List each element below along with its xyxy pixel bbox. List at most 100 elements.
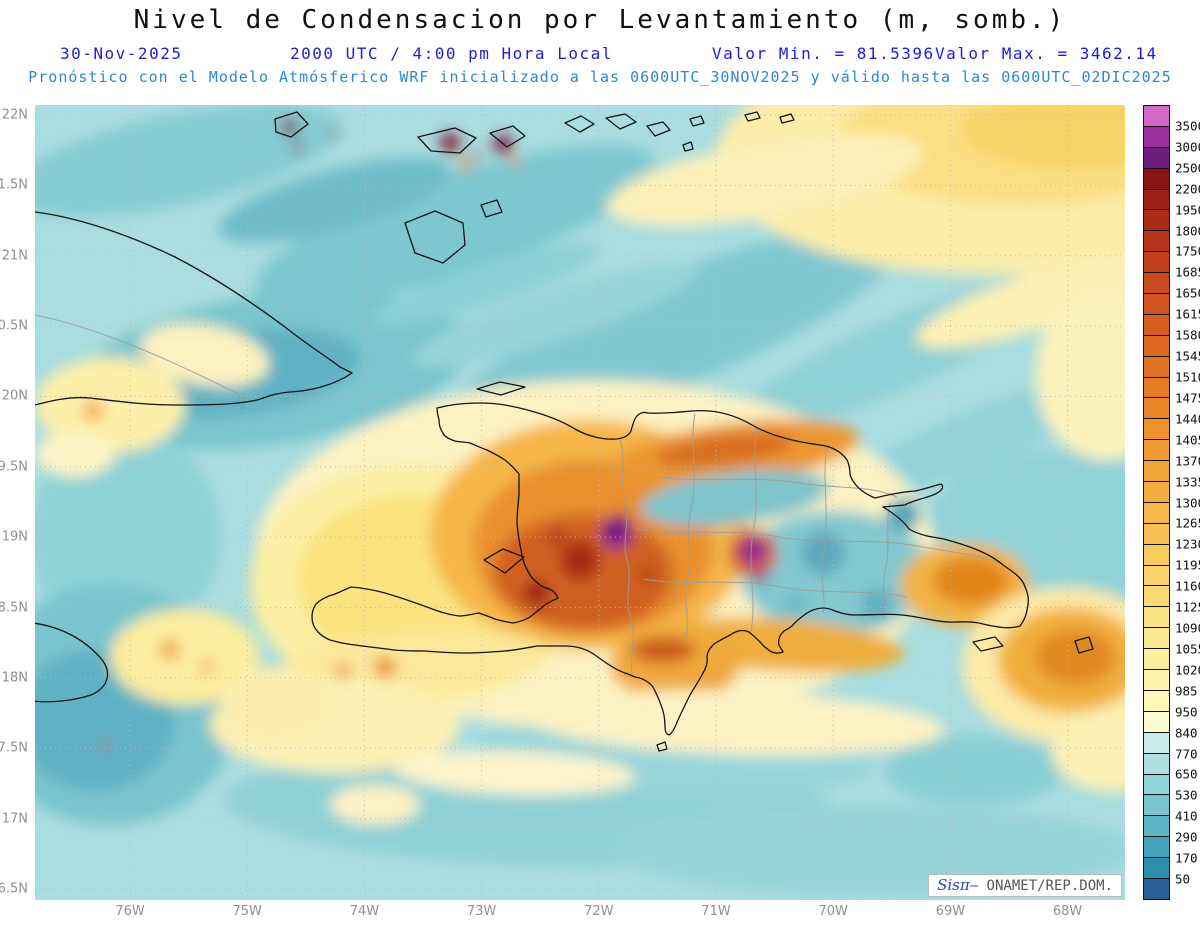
colorbar-level-label: 1440 <box>1175 411 1200 427</box>
header-line-1: 30-Nov-2025 2000 UTC / 4:00 pm Hora Loca… <box>0 44 1200 64</box>
colorbar-cell <box>1144 147 1169 169</box>
colorbar-level-label: 2500 <box>1175 160 1200 176</box>
min-value-label: Valor Min. = 81.5396 <box>712 44 935 63</box>
colorbar-level-label: 1950 <box>1175 202 1200 218</box>
colorbar-cell <box>1144 502 1169 524</box>
colorbar-cell <box>1144 628 1169 650</box>
lat-tick-label: 18N <box>1 670 28 686</box>
contour-map-svg <box>35 105 1125 900</box>
colorbar-level-label: 1300 <box>1175 495 1200 510</box>
colorbar-level-label: 1125 <box>1175 599 1200 615</box>
lon-tick-label: 73W <box>466 904 497 919</box>
colorbar-cell <box>1144 858 1169 879</box>
contour-field <box>35 105 1125 895</box>
colorbar-cell <box>1144 273 1169 295</box>
colorbar-cell <box>1144 168 1169 190</box>
colorbar <box>1143 105 1170 900</box>
longitude-axis: 76W 75W 74W 73W 72W 71W 70W 69W 68W <box>35 904 1125 922</box>
colorbar-cell <box>1144 210 1169 232</box>
colorbar-cell <box>1144 126 1169 148</box>
colorbar-level-label: 1580 <box>1175 327 1200 343</box>
coastlines <box>35 111 1094 752</box>
lon-tick-label: 74W <box>349 904 380 919</box>
colorbar-level-label: 1750 <box>1175 243 1200 259</box>
colorbar-cell <box>1144 565 1169 587</box>
colorbar-cell <box>1144 586 1169 608</box>
colorbar-cell <box>1144 335 1169 357</box>
lat-tick-label: 22N <box>1 107 28 123</box>
colorbar-cell <box>1144 252 1169 274</box>
colorbar-cell <box>1144 231 1169 253</box>
colorbar-level-label: 1160 <box>1175 578 1200 594</box>
colorbar-level-label: 50 <box>1175 871 1191 887</box>
lon-tick-label: 72W <box>584 904 614 919</box>
lon-tick-label: 68W <box>1052 904 1083 919</box>
max-value-label: Valor Max. = 3462.14 <box>935 44 1158 63</box>
colorbar-level-label: 1370 <box>1175 453 1200 469</box>
colorbar-cell <box>1144 377 1169 399</box>
colorbar-level-label: 1545 <box>1175 348 1200 364</box>
colorbar-level-label: 1685 <box>1175 264 1200 280</box>
page-title: Nivel de Condensacion por Levantamiento … <box>133 5 1067 35</box>
date-label: 30-Nov-2025 <box>60 44 183 63</box>
colorbar-level-label: 1265 <box>1175 515 1200 531</box>
lat-tick-label: 0.5N <box>0 318 28 334</box>
colorbar-level-label: 985 <box>1175 683 1198 699</box>
colorbar-cell <box>1144 294 1169 315</box>
lon-tick-label: 69W <box>935 904 966 919</box>
colorbar-level-label: 1055 <box>1175 641 1200 657</box>
colorbar-cell <box>1144 649 1169 671</box>
colorbar-cell <box>1144 670 1169 691</box>
colorbar-cell <box>1144 482 1169 503</box>
lon-tick-label: 70W <box>818 904 848 919</box>
colorbar-cell <box>1144 774 1169 796</box>
lon-tick-label: 71W <box>701 904 731 919</box>
colorbar-cell <box>1144 461 1169 483</box>
colorbar-level-label: 1650 <box>1175 285 1200 301</box>
colorbar-cell <box>1144 732 1169 754</box>
lat-tick-label: 19N <box>1 529 28 545</box>
colorbar-level-label: 1475 <box>1175 390 1200 406</box>
colorbar-level-label: 950 <box>1175 704 1198 720</box>
lat-tick-label: 21N <box>1 248 28 264</box>
colorbar-level-label: 1195 <box>1175 557 1200 573</box>
colorbar-level-label: 170 <box>1175 850 1198 866</box>
colorbar-cell <box>1144 314 1169 336</box>
colorbar-level-label: 840 <box>1175 725 1198 741</box>
gridlines <box>35 105 1125 900</box>
colorbar-cell <box>1144 816 1169 838</box>
colorbar-cell <box>1144 690 1169 712</box>
colorbar-cell <box>1144 544 1169 566</box>
lat-tick-label: 7.5N <box>0 740 28 756</box>
colorbar-level-label: 650 <box>1175 766 1198 782</box>
credit-org: — ONAMET/REP.DOM. <box>969 878 1113 894</box>
lon-tick-label: 75W <box>232 904 262 919</box>
colorbar-level-label: 1230 <box>1175 536 1200 552</box>
colorbar-cell <box>1144 189 1169 211</box>
lat-tick-label: 9.5N <box>0 459 28 475</box>
coastline-cuba-north <box>35 211 353 374</box>
internal-borders <box>35 314 1001 674</box>
colorbar-level-label: 290 <box>1175 829 1198 845</box>
colorbar-level-label: 1615 <box>1175 306 1200 322</box>
time-label: 2000 UTC / 4:00 pm Hora Local <box>290 44 613 63</box>
colorbar-level-label: 2200 <box>1175 181 1200 197</box>
colorbar-level-label: 530 <box>1175 787 1198 803</box>
coastline-jamaica <box>35 622 109 703</box>
small-islands <box>274 111 1094 752</box>
credit-badge: Sisπ— ONAMET/REP.DOM. <box>928 874 1122 897</box>
colorbar-level-label: 1090 <box>1175 620 1200 636</box>
lat-tick-label: 8.5N <box>0 600 28 616</box>
colorbar-cell <box>1144 106 1169 127</box>
colorbar-cell <box>1144 878 1169 899</box>
latitude-axis: 22N 1.5N 21N 0.5N 20N 9.5N 19N 8.5N 18N 7.5N 17N 6.… <box>0 105 31 900</box>
lat-tick-label: 17N <box>1 811 28 827</box>
colorbar-level-label: 770 <box>1175 746 1198 762</box>
map-canvas: Sisπ— ONAMET/REP.DOM. <box>35 105 1125 900</box>
lat-tick-label: 1.5N <box>0 177 28 193</box>
colorbar-cell <box>1144 523 1169 545</box>
colorbar-level-label: 1800 <box>1175 223 1200 239</box>
colorbar-cell <box>1144 419 1169 441</box>
coastline-hispaniola <box>311 402 1029 736</box>
